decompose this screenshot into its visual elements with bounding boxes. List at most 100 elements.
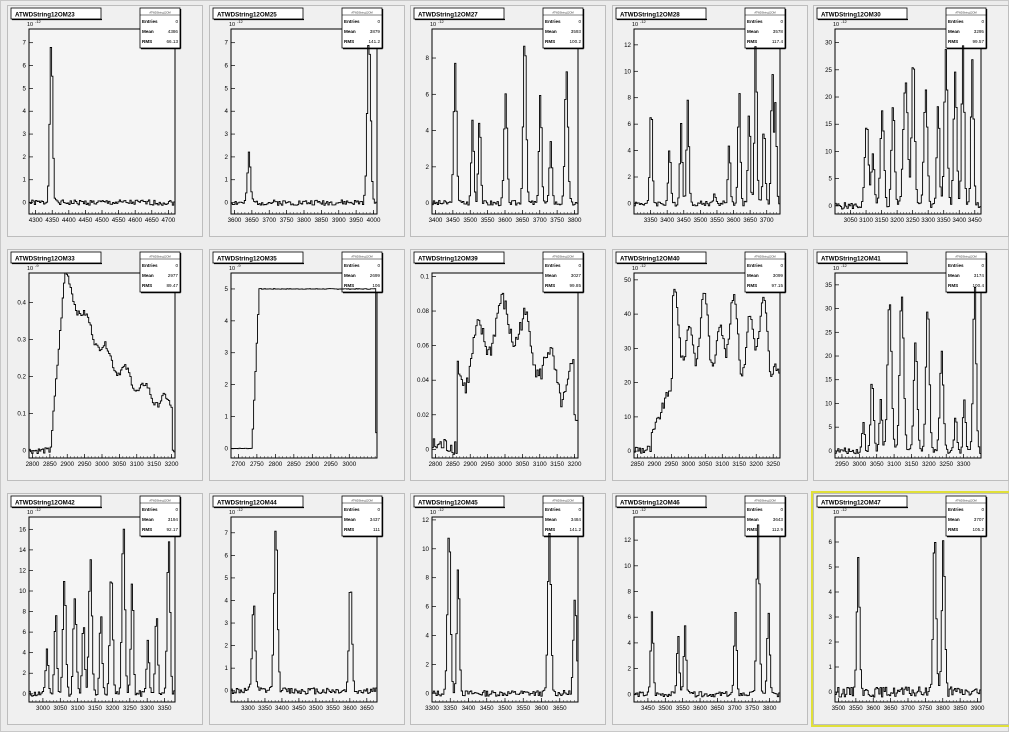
x-tick-label: 3550 (849, 705, 863, 712)
stats-header: ATWDString12OM (955, 499, 976, 503)
x-tick-label: 3500 (693, 217, 707, 224)
y-tick-label: 0 (829, 689, 833, 696)
y-tick-label: 20 (825, 353, 832, 360)
chart-pad-14[interactable]: ATWDString12OM46 Entries 0 Mean 3643 RMS 112.9… (611, 493, 808, 725)
stats-value: 0 (578, 507, 581, 512)
stats-label: Mean (344, 29, 356, 34)
chart-pad-8[interactable]: ATWDString12OM39 Entries 0 Mean 3027 RMS 99.85… (410, 249, 606, 481)
y-tick-label: 15 (825, 121, 832, 128)
stats-value: 100.4 (973, 283, 985, 288)
x-tick-label: 3800 (936, 705, 950, 712)
stats-box (542, 495, 584, 537)
plot-frame (633, 272, 780, 459)
exponent-power: -12 (841, 507, 848, 512)
stats-box (744, 7, 785, 49)
exponent-label: 10 (833, 22, 839, 28)
y-tick-label: 0.06 (417, 343, 430, 350)
chart-pad-9[interactable]: ATWDString12OM40 Entries 0 Mean 3099 RMS 97.15… (611, 249, 808, 481)
exponent-power: -12 (640, 507, 647, 512)
y-tick-label: 12 (422, 517, 429, 524)
exponent-label: 10 (229, 22, 235, 28)
chart-pad-10[interactable]: ATWDString12OM41 Entries 0 Mean 3174 RMS 100.4… (813, 249, 1009, 481)
stats-value: 3437 (369, 517, 380, 522)
chart-title: ATWDString12OM39 (418, 256, 478, 263)
y-tick-label: 10 (825, 148, 832, 155)
chart-pad-7[interactable]: ATWDString12OM35 Entries 0 Mean 2699 RMS 106 AT… (208, 249, 405, 481)
x-tick-label: 3250 (766, 461, 780, 468)
stats-label: RMS (344, 527, 354, 532)
x-tick-label: 3100 (887, 461, 901, 468)
stats-label: RMS (545, 283, 555, 288)
stats-label: RMS (344, 39, 354, 44)
x-tick-label: 2900 (647, 461, 661, 468)
x-tick-label: 3400 (952, 217, 966, 224)
y-tick-label: 1 (224, 665, 228, 672)
x-tick-label: 3250 (906, 217, 920, 224)
y-tick-label: 4 (829, 589, 833, 596)
chart-pad-15[interactable]: ATWDString12OM47 Entries 0 Mean 3707 RMS 105.2… (811, 491, 1009, 727)
stats-header: ATWDString12OM (149, 499, 170, 503)
y-tick-label: 0 (23, 448, 27, 455)
x-tick-label: 2800 (26, 461, 40, 468)
chart-pad-13[interactable]: ATWDString12OM45 Entries 0 Mean 3484 RMS 141.2… (410, 493, 606, 725)
x-tick-label: 3450 (480, 705, 494, 712)
y-tick-label: 4 (426, 633, 430, 640)
x-tick-label: 4550 (112, 217, 126, 224)
y-tick-label: 6 (23, 629, 27, 636)
exponent-label: 10 (27, 266, 33, 272)
stats-value: 0 (981, 507, 984, 512)
stats-value: 92.17 (167, 527, 179, 532)
y-tick-label: 0.1 (17, 411, 26, 418)
x-tick-label: 3900 (971, 705, 985, 712)
y-tick-label: 4 (23, 650, 27, 657)
x-tick-label: 2950 (664, 461, 678, 468)
y-tick-label: 6 (224, 552, 228, 559)
x-tick-label: 3850 (953, 705, 967, 712)
histogram-line (432, 533, 579, 697)
x-tick-label: 3300 (957, 461, 971, 468)
y-tick-label: 0 (224, 445, 228, 452)
stats-value: 4386 (168, 29, 179, 34)
exponent-power: -12 (237, 19, 244, 24)
stats-value: 141.2 (570, 527, 582, 532)
x-tick-label: 3300 (425, 705, 439, 712)
x-tick-label: 3650 (743, 217, 757, 224)
stats-value: 0 (175, 507, 178, 512)
chart-pad-12[interactable]: ATWDString12OM44 Entries 0 Mean 3437 RMS 111 AT… (208, 493, 405, 725)
stats-value: 0 (578, 263, 581, 268)
chart-pad-6[interactable]: ATWDString12OM33 Entries 0 Mean 2977 RMS 89.47… (7, 249, 203, 481)
y-tick-label: 4 (224, 108, 228, 115)
y-tick-label: 10 (624, 68, 631, 75)
x-tick-label: 2750 (249, 461, 263, 468)
x-tick-label: 3400 (660, 217, 674, 224)
y-tick-label: 5 (224, 85, 228, 92)
stats-header: ATWDString12OM (754, 499, 775, 503)
chart-pad-2[interactable]: ATWDString12OM25 Entries 0 Mean 3879 RMS 141.2… (208, 5, 405, 237)
chart-pad-5[interactable]: ATWDString12OM30 Entries 0 Mean 3295 RMS 99.57… (813, 5, 1009, 237)
x-tick-label: 3350 (643, 217, 657, 224)
stats-value: 117.4 (771, 39, 783, 44)
x-tick-label: 2900 (463, 461, 477, 468)
y-tick-label: 1 (829, 664, 833, 671)
y-tick-label: 10 (422, 546, 429, 553)
chart-pad-11[interactable]: ATWDString12OM42 Entries 0 Mean 3194 RMS 92.17… (7, 493, 203, 725)
stats-label: Entries (545, 19, 561, 24)
chart-pad-1[interactable]: ATWDString12OM23 Entries 0 Mean 4386 RMS 66.13… (7, 5, 203, 237)
exponent-label: 10 (430, 22, 436, 28)
chart-pad-4[interactable]: ATWDString12OM28 Entries 0 Mean 3578 RMS 117.4… (611, 5, 808, 237)
x-tick-label: 3600 (535, 705, 549, 712)
stats-label: Mean (545, 273, 557, 278)
stats-value: 66.13 (167, 39, 179, 44)
stats-value: 3099 (772, 273, 783, 278)
x-tick-label: 3150 (732, 461, 746, 468)
stats-value: 97.15 (771, 283, 783, 288)
chart-title: ATWDString12OM33 (15, 256, 75, 263)
y-tick-label: 7 (224, 530, 228, 537)
exponent-power: -12 (640, 19, 647, 24)
x-tick-label: 3050 (870, 461, 884, 468)
x-tick-label: 2850 (630, 461, 644, 468)
chart-pad-3[interactable]: ATWDString12OM27 Entries 0 Mean 3593 RMS 100.2… (410, 5, 606, 237)
x-tick-label: 2950 (835, 461, 849, 468)
